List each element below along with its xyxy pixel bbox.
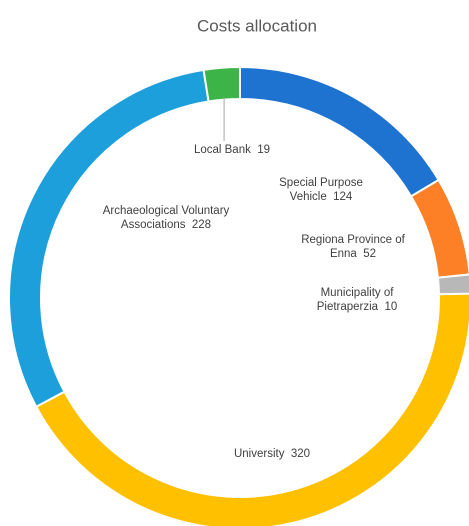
label-name: Regiona Province of Enna [301, 234, 405, 260]
chart-title: Costs allocation [197, 16, 317, 35]
data-label: Municipality of Pietraperzia 10 [307, 286, 407, 314]
label-name: Special Purpose Vehicle [279, 177, 363, 203]
label-value: 52 [363, 248, 377, 260]
label-value: 124 [333, 191, 353, 203]
label-value: 19 [257, 144, 271, 156]
data-label: Special Purpose Vehicle 124 [271, 176, 371, 204]
data-label: Regiona Province of Enna 52 [298, 233, 408, 261]
donut-segment [34, 292, 469, 526]
label-name: University [233, 448, 285, 460]
data-label: Local Bank 19 [172, 143, 292, 157]
label-value: 320 [290, 448, 311, 460]
donut-segment [436, 273, 469, 296]
label-name: Archaeological Voluntary Associations [102, 205, 230, 231]
donut-segment [8, 68, 210, 409]
label-value: 228 [191, 219, 212, 231]
label-name: Municipality of Pietraperzia [316, 287, 394, 313]
data-label: University 320 [172, 447, 372, 461]
donut-segment [202, 65, 241, 103]
donut-segment [409, 178, 469, 279]
label-value: 10 [384, 301, 398, 313]
data-label: Archaeological Voluntary Associations 22… [101, 204, 231, 232]
label-name: Local Bank [193, 144, 251, 156]
